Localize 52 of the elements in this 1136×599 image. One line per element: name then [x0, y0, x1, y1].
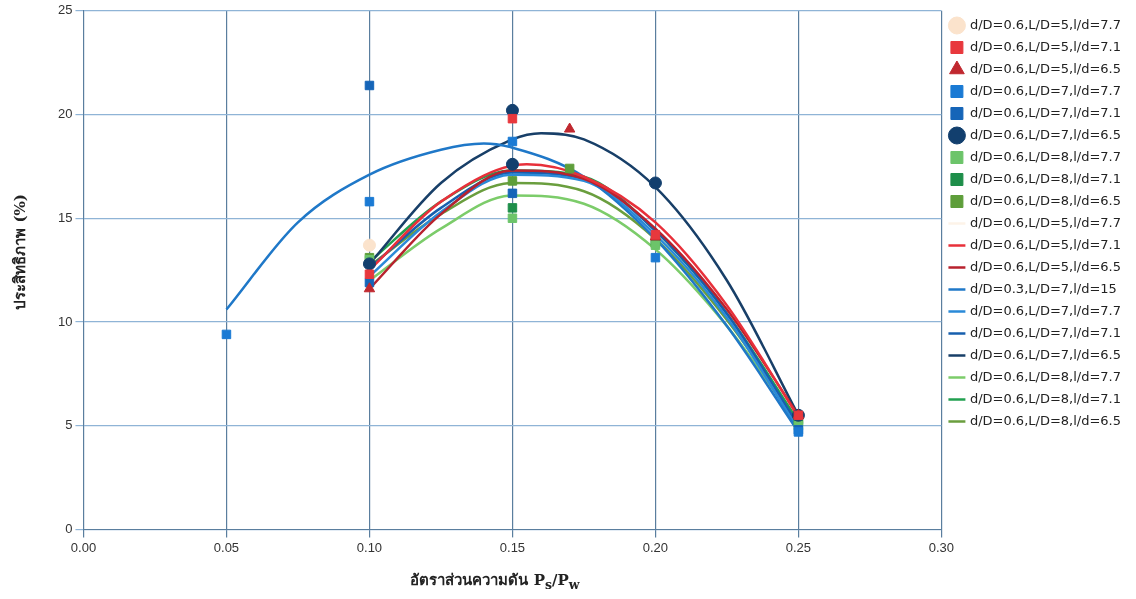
- legend-label: d/D=0.6,L/D=7,l/d=6.5: [969, 126, 1122, 142]
- legend-label: d/D=0.6,L/D=8,l/d=7.7: [969, 368, 1122, 384]
- legend-label: d/D=0.6,L/D=7,l/d=7.7: [969, 302, 1122, 318]
- point: [563, 122, 576, 133]
- x-tick-label: 0.30: [928, 539, 955, 555]
- legend-label: d/D=0.6,L/D=8,l/d=6.5: [969, 412, 1122, 428]
- x-axis-title: อัตราส่วนความดัน P$_{s}$/P$_{w}$: [409, 570, 581, 592]
- point: [648, 176, 662, 190]
- x-tick-label: 0.25: [785, 539, 812, 555]
- point: [507, 213, 518, 223]
- legend-label: d/D=0.6,L/D=5,l/d=7.1: [969, 236, 1122, 252]
- legend-label: d/D=0.6,L/D=7,l/d=7.1: [969, 324, 1122, 340]
- point: [362, 257, 376, 271]
- y-tick-label: 10: [57, 313, 73, 329]
- x-tick-label: 0.00: [70, 539, 97, 555]
- x-tick-label: 0.05: [213, 539, 240, 555]
- legend-label: d/D=0.6,L/D=5,l/d=7.7: [969, 16, 1122, 32]
- x-tick-label: 0.15: [499, 539, 526, 555]
- legend-label: d/D=0.3,L/D=7,l/d=15: [969, 280, 1117, 296]
- point: [363, 282, 376, 293]
- point: [507, 203, 518, 213]
- y-tick-label: 15: [57, 209, 73, 225]
- legend-label: d/D=0.6,L/D=7,l/d=7.1: [969, 104, 1122, 120]
- legend-label: d/D=0.6,L/D=8,l/d=7.1: [969, 170, 1122, 186]
- y-tick-label: 0: [65, 520, 73, 536]
- point: [507, 136, 518, 147]
- y-tick-label: 5: [65, 417, 73, 433]
- legend-label: d/D=0.6,L/D=8,l/d=7.1: [969, 390, 1122, 406]
- point: [564, 163, 575, 174]
- legend-label: d/D=0.6,L/D=8,l/d=6.5: [969, 192, 1122, 208]
- x-tick-label: 0.20: [642, 539, 669, 555]
- point: [507, 188, 518, 199]
- point: [364, 80, 375, 91]
- legend-label: d/D=0.6,L/D=5,l/d=6.5: [969, 258, 1122, 274]
- point: [221, 329, 232, 340]
- legend-label: d/D=0.6,L/D=5,l/d=7.1: [969, 38, 1122, 54]
- point: [507, 113, 518, 124]
- legend-label: d/D=0.6,L/D=5,l/d=7.7: [969, 214, 1122, 230]
- x-tick-label: 0.10: [356, 539, 383, 555]
- legend-label: d/D=0.6,L/D=7,l/d=6.5: [969, 346, 1122, 362]
- point: [650, 252, 661, 263]
- y-tick-label: 20: [57, 106, 73, 122]
- legend-label: d/D=0.6,L/D=8,l/d=7.7: [969, 148, 1122, 164]
- y-tick-label: 25: [57, 2, 73, 18]
- legend-label: d/D=0.6,L/D=5,l/d=6.5: [969, 60, 1122, 76]
- point: [364, 269, 375, 279]
- point: [362, 238, 376, 252]
- y-axis-title: ประสิทธิภาพ (%): [10, 193, 30, 312]
- point: [507, 176, 518, 186]
- point: [364, 196, 375, 207]
- point: [505, 157, 519, 171]
- legend-label: d/D=0.6,L/D=7,l/d=7.7: [969, 82, 1122, 98]
